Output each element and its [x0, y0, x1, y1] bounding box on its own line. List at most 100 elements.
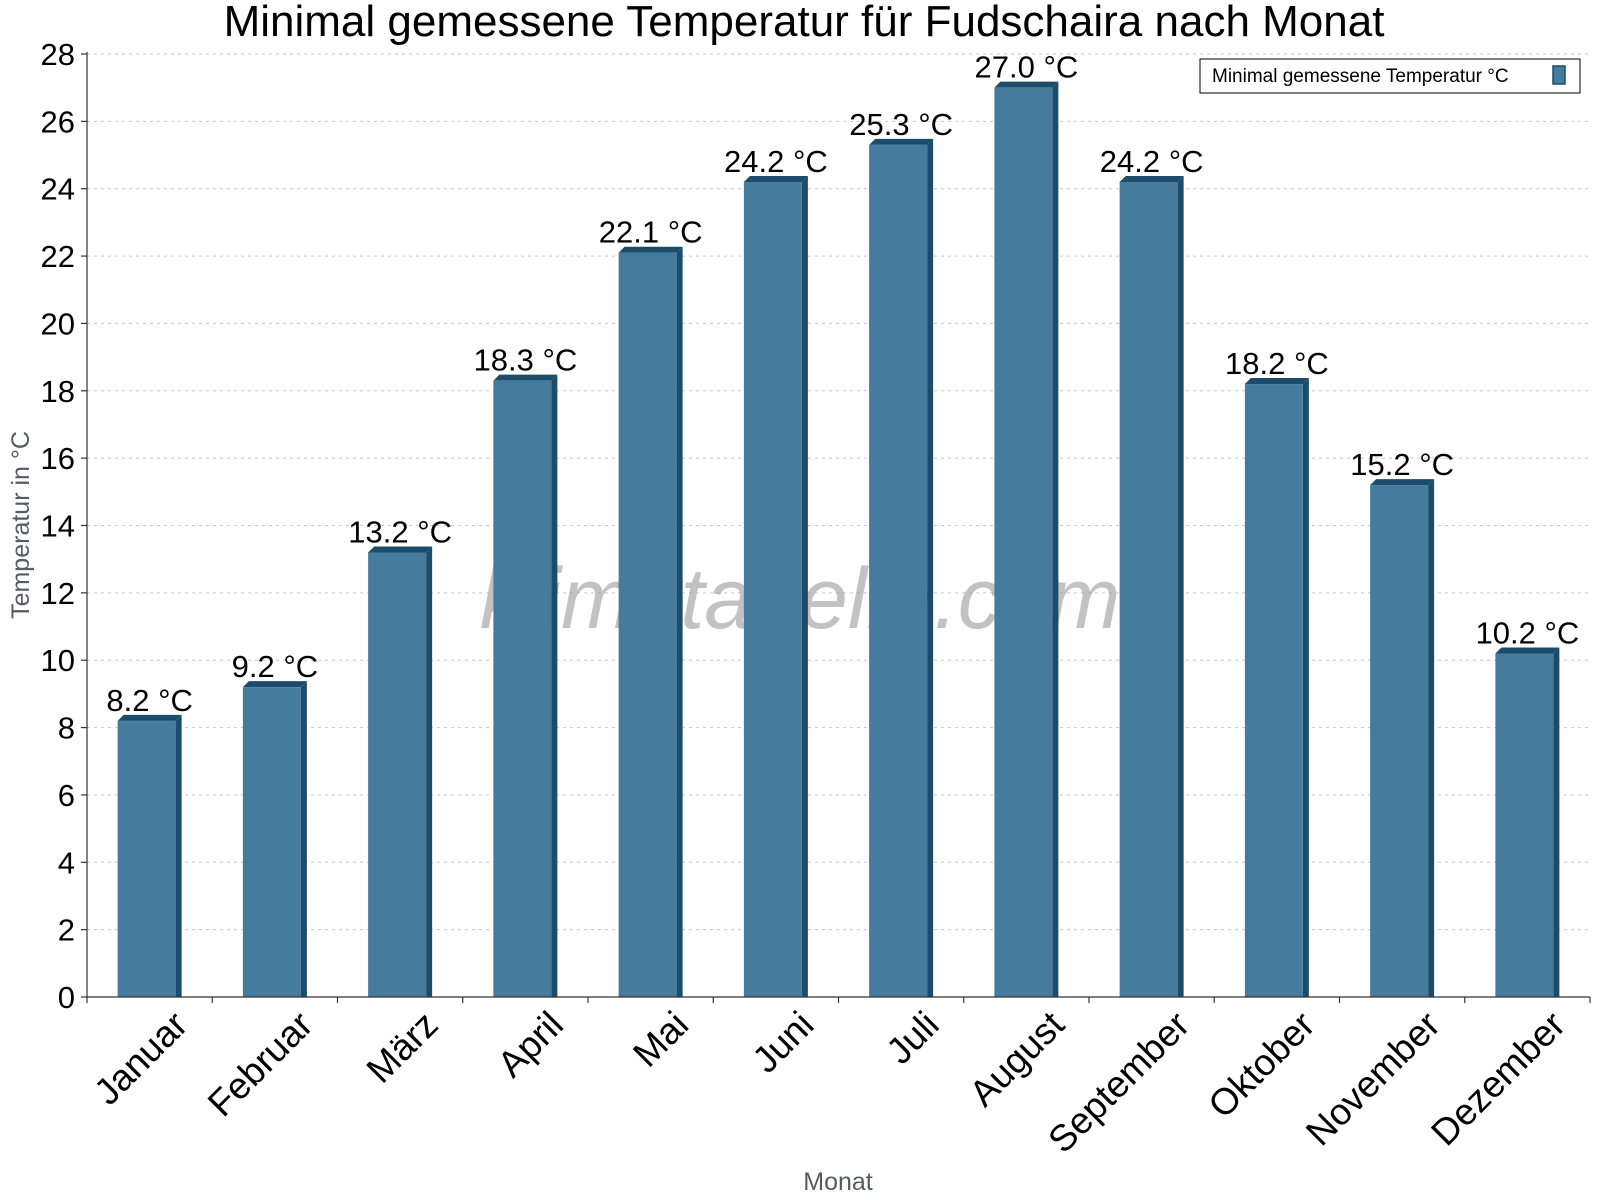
x-axis-title: Monat	[803, 1168, 873, 1196]
legend-label: Minimal gemessene Temperatur °C	[1212, 66, 1509, 87]
bar-side	[801, 175, 808, 997]
y-tick-label: 10	[41, 643, 75, 678]
bar	[368, 552, 427, 997]
legend-swatch	[1552, 65, 1566, 85]
bar-group	[1119, 175, 1184, 997]
bar-side	[927, 138, 934, 998]
data-label: 22.1 °C	[599, 215, 703, 250]
data-label: 24.2 °C	[1100, 144, 1204, 179]
bar-top	[1370, 479, 1435, 486]
bar	[869, 144, 928, 998]
bar-top	[743, 175, 808, 182]
bar-group	[743, 175, 808, 997]
bar-side	[1302, 378, 1309, 997]
y-tick-label: 12	[41, 576, 75, 611]
bar-side	[1428, 479, 1435, 998]
bar	[242, 687, 301, 997]
bar-side	[300, 681, 307, 997]
bar-group	[493, 374, 558, 997]
y-tick-label: 0	[58, 980, 75, 1015]
bar-top	[618, 246, 683, 253]
bar-top	[1244, 378, 1309, 385]
bar	[1244, 384, 1303, 997]
data-label: 8.2 °C	[106, 683, 193, 718]
bar-side	[426, 546, 433, 997]
category-label: März	[359, 1004, 446, 1091]
bar	[994, 87, 1053, 997]
bar	[1370, 485, 1429, 997]
data-label: 18.2 °C	[1225, 346, 1329, 381]
data-label: 9.2 °C	[232, 649, 319, 684]
bar-side	[1052, 81, 1059, 997]
y-axis-title: Temperatur in °C	[7, 431, 35, 619]
bar-top	[869, 138, 934, 145]
y-tick-label: 20	[41, 306, 75, 341]
category-label: April	[490, 1004, 571, 1085]
y-tick-label: 26	[41, 104, 75, 139]
category-label: Januar	[86, 1004, 195, 1113]
bar-side	[175, 714, 182, 997]
bar-top	[1119, 175, 1184, 182]
data-label: 15.2 °C	[1350, 447, 1454, 482]
bar-top	[242, 681, 307, 688]
bar-top	[117, 714, 182, 721]
bar-group	[994, 81, 1059, 997]
bar-group	[1244, 378, 1309, 997]
x-tick-labels: Januar Februar März April Mai Juni Juli AugustS…	[86, 1003, 1573, 1160]
bars	[117, 81, 1560, 998]
y-tick-label: 2	[58, 913, 75, 948]
data-label: 25.3 °C	[849, 107, 953, 142]
category-label: Februar	[200, 1004, 321, 1125]
bar-group	[242, 681, 307, 997]
legend: Minimal gemessene Temperatur °C	[1199, 58, 1581, 94]
y-tick-label: 8	[58, 711, 75, 746]
category-label: Mai	[625, 1004, 696, 1075]
grid-lines	[87, 53, 1590, 931]
bar-top	[493, 374, 558, 381]
category-label: Oktober	[1200, 1004, 1322, 1126]
bar-group	[117, 714, 182, 997]
bar-side	[551, 374, 558, 997]
bar-group	[1370, 479, 1435, 998]
data-labels: 8.2 °C 9.2 °C 13.2 °C 18.3 °C 22.1 °C 24.2 °C…	[106, 50, 1579, 718]
bar	[1495, 653, 1554, 997]
bar	[743, 181, 802, 997]
bar-group	[869, 138, 934, 998]
bar-group	[618, 246, 683, 998]
bar	[117, 720, 176, 997]
bar	[493, 380, 552, 997]
category-label: Juni	[745, 1004, 822, 1081]
y-tick-label: 6	[58, 778, 75, 813]
y-tick-label: 22	[41, 239, 75, 274]
bar-side	[676, 246, 683, 998]
data-label: 27.0 °C	[975, 50, 1079, 85]
data-label: 24.2 °C	[724, 144, 828, 179]
category-label: Juli	[879, 1004, 947, 1072]
bar	[618, 252, 677, 998]
data-label: 10.2 °C	[1476, 615, 1580, 650]
y-tick-label: 14	[41, 509, 75, 544]
y-tick-label: 16	[41, 441, 75, 476]
y-tick-label: 4	[58, 845, 75, 880]
bar-group	[368, 546, 433, 997]
category-label: Dezember	[1423, 1004, 1573, 1154]
category-label: August	[962, 1003, 1073, 1114]
bar-top	[368, 546, 433, 553]
bar-side	[1553, 647, 1560, 997]
chart-title: Minimal gemessene Temperatur für Fudscha…	[224, 0, 1385, 46]
category-label: November	[1298, 1004, 1448, 1154]
bar-side	[1177, 175, 1184, 997]
data-label: 18.3 °C	[474, 343, 578, 378]
bar-group	[1495, 647, 1560, 997]
legend-box	[1199, 58, 1581, 94]
y-tick-label: 24	[41, 172, 75, 207]
axes	[81, 52, 1591, 1003]
bar	[1119, 181, 1178, 997]
y-tick-label: 18	[41, 374, 75, 409]
y-tick-label: 28	[41, 37, 75, 72]
bar-top	[994, 81, 1059, 88]
bar-top	[1495, 647, 1560, 654]
